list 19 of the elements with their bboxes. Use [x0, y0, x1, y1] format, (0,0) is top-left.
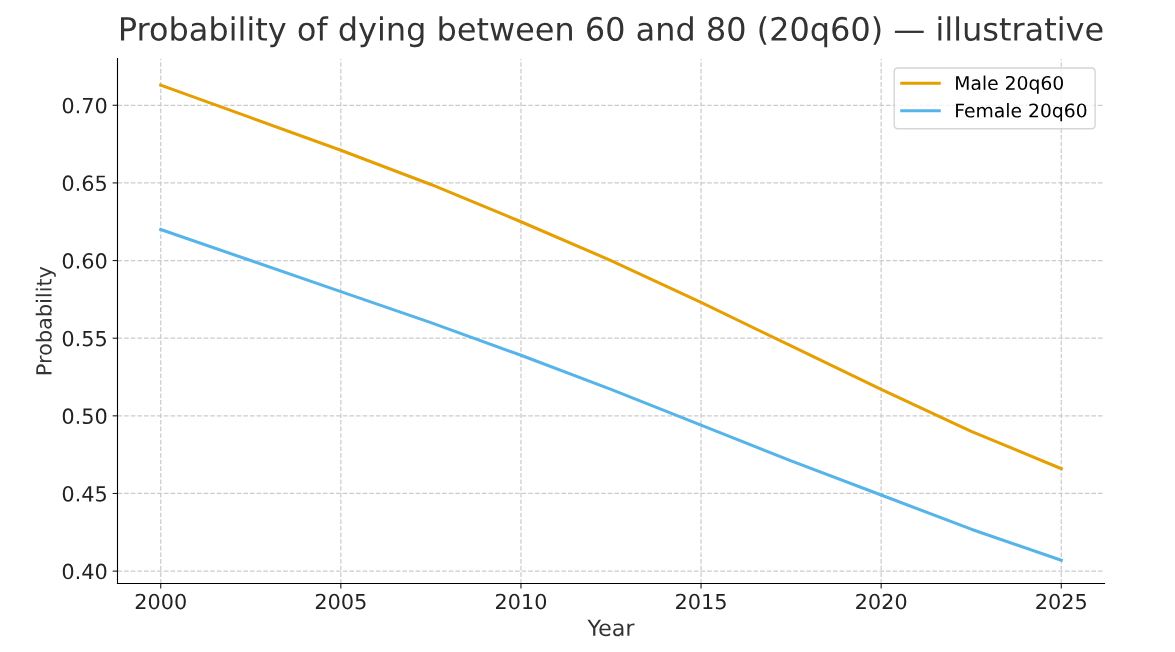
x-tick-label: 2025 [1036, 593, 1086, 610]
x-tick-label: 2020 [856, 593, 907, 610]
line-series [159, 227, 1063, 562]
chart-title: Probability of dying between 60 and 80 (20q60) — illustrative [120, 16, 1103, 48]
x-tick-label: 2015 [676, 593, 726, 610]
x-tick-label: 2000 [135, 593, 186, 610]
legend-label: Male 20q60 [956, 75, 1063, 94]
x-tick-label: 2010 [495, 593, 547, 610]
y-tick-label: 0.55 [62, 330, 106, 347]
y-tick-label: 0.45 [62, 485, 106, 502]
y-tick-label: 0.70 [62, 97, 107, 114]
y-tick-label: 0.60 [62, 253, 107, 269]
y-tick-label: 0.40 [62, 563, 107, 580]
x-tick-label: 2005 [315, 593, 366, 610]
y-tick-label: 0.50 [62, 408, 107, 425]
y-tick-label: 0.65 [62, 175, 106, 192]
y-axis-title: Probability [35, 266, 56, 375]
x-axis-title: Year [587, 619, 635, 637]
legend-label: Female 20q60 [956, 103, 1087, 122]
